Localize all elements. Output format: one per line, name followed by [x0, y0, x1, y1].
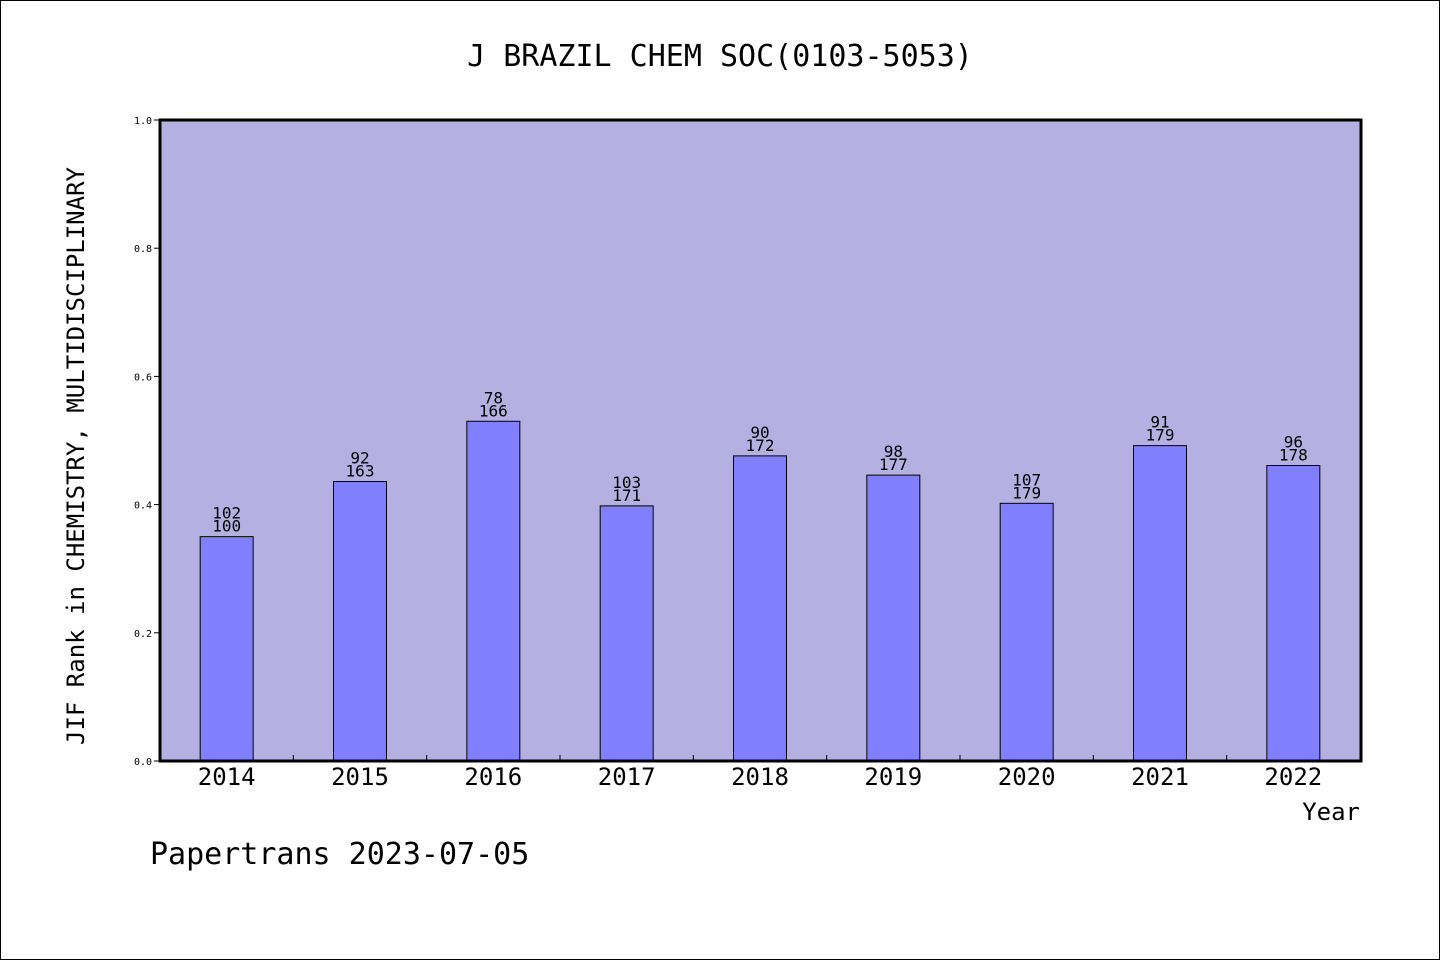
- bar: [599, 505, 654, 762]
- y-tick-label: 1.0: [134, 116, 152, 127]
- bar-total-label: 179: [1012, 483, 1041, 502]
- chart-title: J BRAZIL CHEM SOC(0103-5053): [467, 39, 973, 74]
- bar-rank-label: 78: [484, 388, 503, 407]
- bar-total-label: 166: [479, 401, 508, 420]
- x-tick-label: 2022: [1264, 763, 1322, 791]
- bar: [466, 420, 521, 762]
- x-tick-label: 2019: [864, 763, 922, 791]
- bar-rank-label: 107: [1012, 470, 1041, 489]
- bar-rank-label: 98: [884, 442, 903, 461]
- y-tick-label: 0.2: [134, 629, 152, 640]
- bar: [1133, 445, 1187, 762]
- bar-rank-label: 96: [1284, 432, 1303, 451]
- y-tick-label: 0.4: [134, 501, 152, 512]
- x-axis-label: Year: [1302, 798, 1360, 826]
- bar-total-label: 163: [346, 462, 375, 481]
- y-axis: 0.0 0.2 0.4 0.6 0.8 1.0: [134, 116, 160, 768]
- x-tick-label: 2021: [1131, 763, 1189, 791]
- bar: [199, 536, 254, 762]
- bar-total-label: 177: [879, 455, 908, 474]
- bar-total-label: 172: [746, 436, 775, 455]
- x-tick-label: 2017: [598, 763, 656, 791]
- x-axis: 2014 2015 2016 2017 2018 2019 2020 2021 2022: [198, 755, 1322, 791]
- bar-rank-label: 102: [212, 504, 241, 523]
- y-tick-label: 0.8: [134, 244, 152, 255]
- bar-total-label: 100: [212, 517, 241, 536]
- x-tick-label: 2014: [198, 763, 256, 791]
- x-tick-label: 2015: [331, 763, 389, 791]
- bar-total-label: 171: [612, 486, 641, 505]
- bar-total-label: 178: [1279, 445, 1308, 464]
- x-tick-label: 2016: [464, 763, 522, 791]
- y-tick-label: 0.0: [134, 757, 152, 768]
- footer-text: Papertrans 2023-07-05: [150, 837, 529, 872]
- bar: [333, 481, 387, 762]
- bar-rank-label: 91: [1150, 413, 1169, 432]
- bar-total-label: 179: [1146, 426, 1175, 445]
- bar-rank-label: 90: [750, 423, 769, 442]
- bar: [999, 502, 1054, 762]
- bar: [733, 455, 787, 762]
- y-tick-label: 0.6: [134, 372, 152, 383]
- bar-rank-label: 103: [612, 473, 641, 492]
- bar: [866, 474, 921, 762]
- x-tick-label: 2018: [731, 763, 789, 791]
- bar: [1266, 464, 1321, 762]
- y-axis-label: JIF Rank in CHEMISTRY, MULTIDISCIPLINARY: [62, 166, 90, 745]
- x-tick-label: 2020: [998, 763, 1056, 791]
- plot-border: [158, 118, 1363, 763]
- bar-rank-label: 92: [350, 449, 369, 468]
